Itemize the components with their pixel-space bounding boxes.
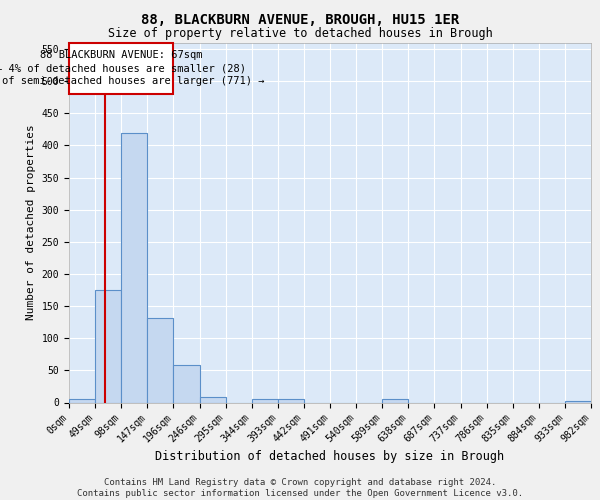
Text: 88 BLACKBURN AVENUE: 67sqm
← 4% of detached houses are smaller (28)
96% of semi-: 88 BLACKBURN AVENUE: 67sqm ← 4% of detac… [0, 50, 265, 86]
Bar [69, 400, 95, 402]
Bar [148, 318, 173, 402]
Bar [252, 398, 278, 402]
Bar [382, 400, 409, 402]
Bar [173, 365, 199, 403]
Bar [565, 400, 591, 402]
Bar [200, 398, 226, 402]
X-axis label: Distribution of detached houses by size in Brough: Distribution of detached houses by size … [155, 450, 505, 463]
Bar [69, 42, 173, 94]
Text: Contains HM Land Registry data © Crown copyright and database right 2024.
Contai: Contains HM Land Registry data © Crown c… [77, 478, 523, 498]
Bar [95, 290, 121, 403]
Bar [278, 400, 304, 402]
Bar [121, 132, 148, 402]
Y-axis label: Number of detached properties: Number of detached properties [26, 124, 36, 320]
Text: Size of property relative to detached houses in Brough: Size of property relative to detached ho… [107, 28, 493, 40]
Text: 88, BLACKBURN AVENUE, BROUGH, HU15 1ER: 88, BLACKBURN AVENUE, BROUGH, HU15 1ER [141, 12, 459, 26]
